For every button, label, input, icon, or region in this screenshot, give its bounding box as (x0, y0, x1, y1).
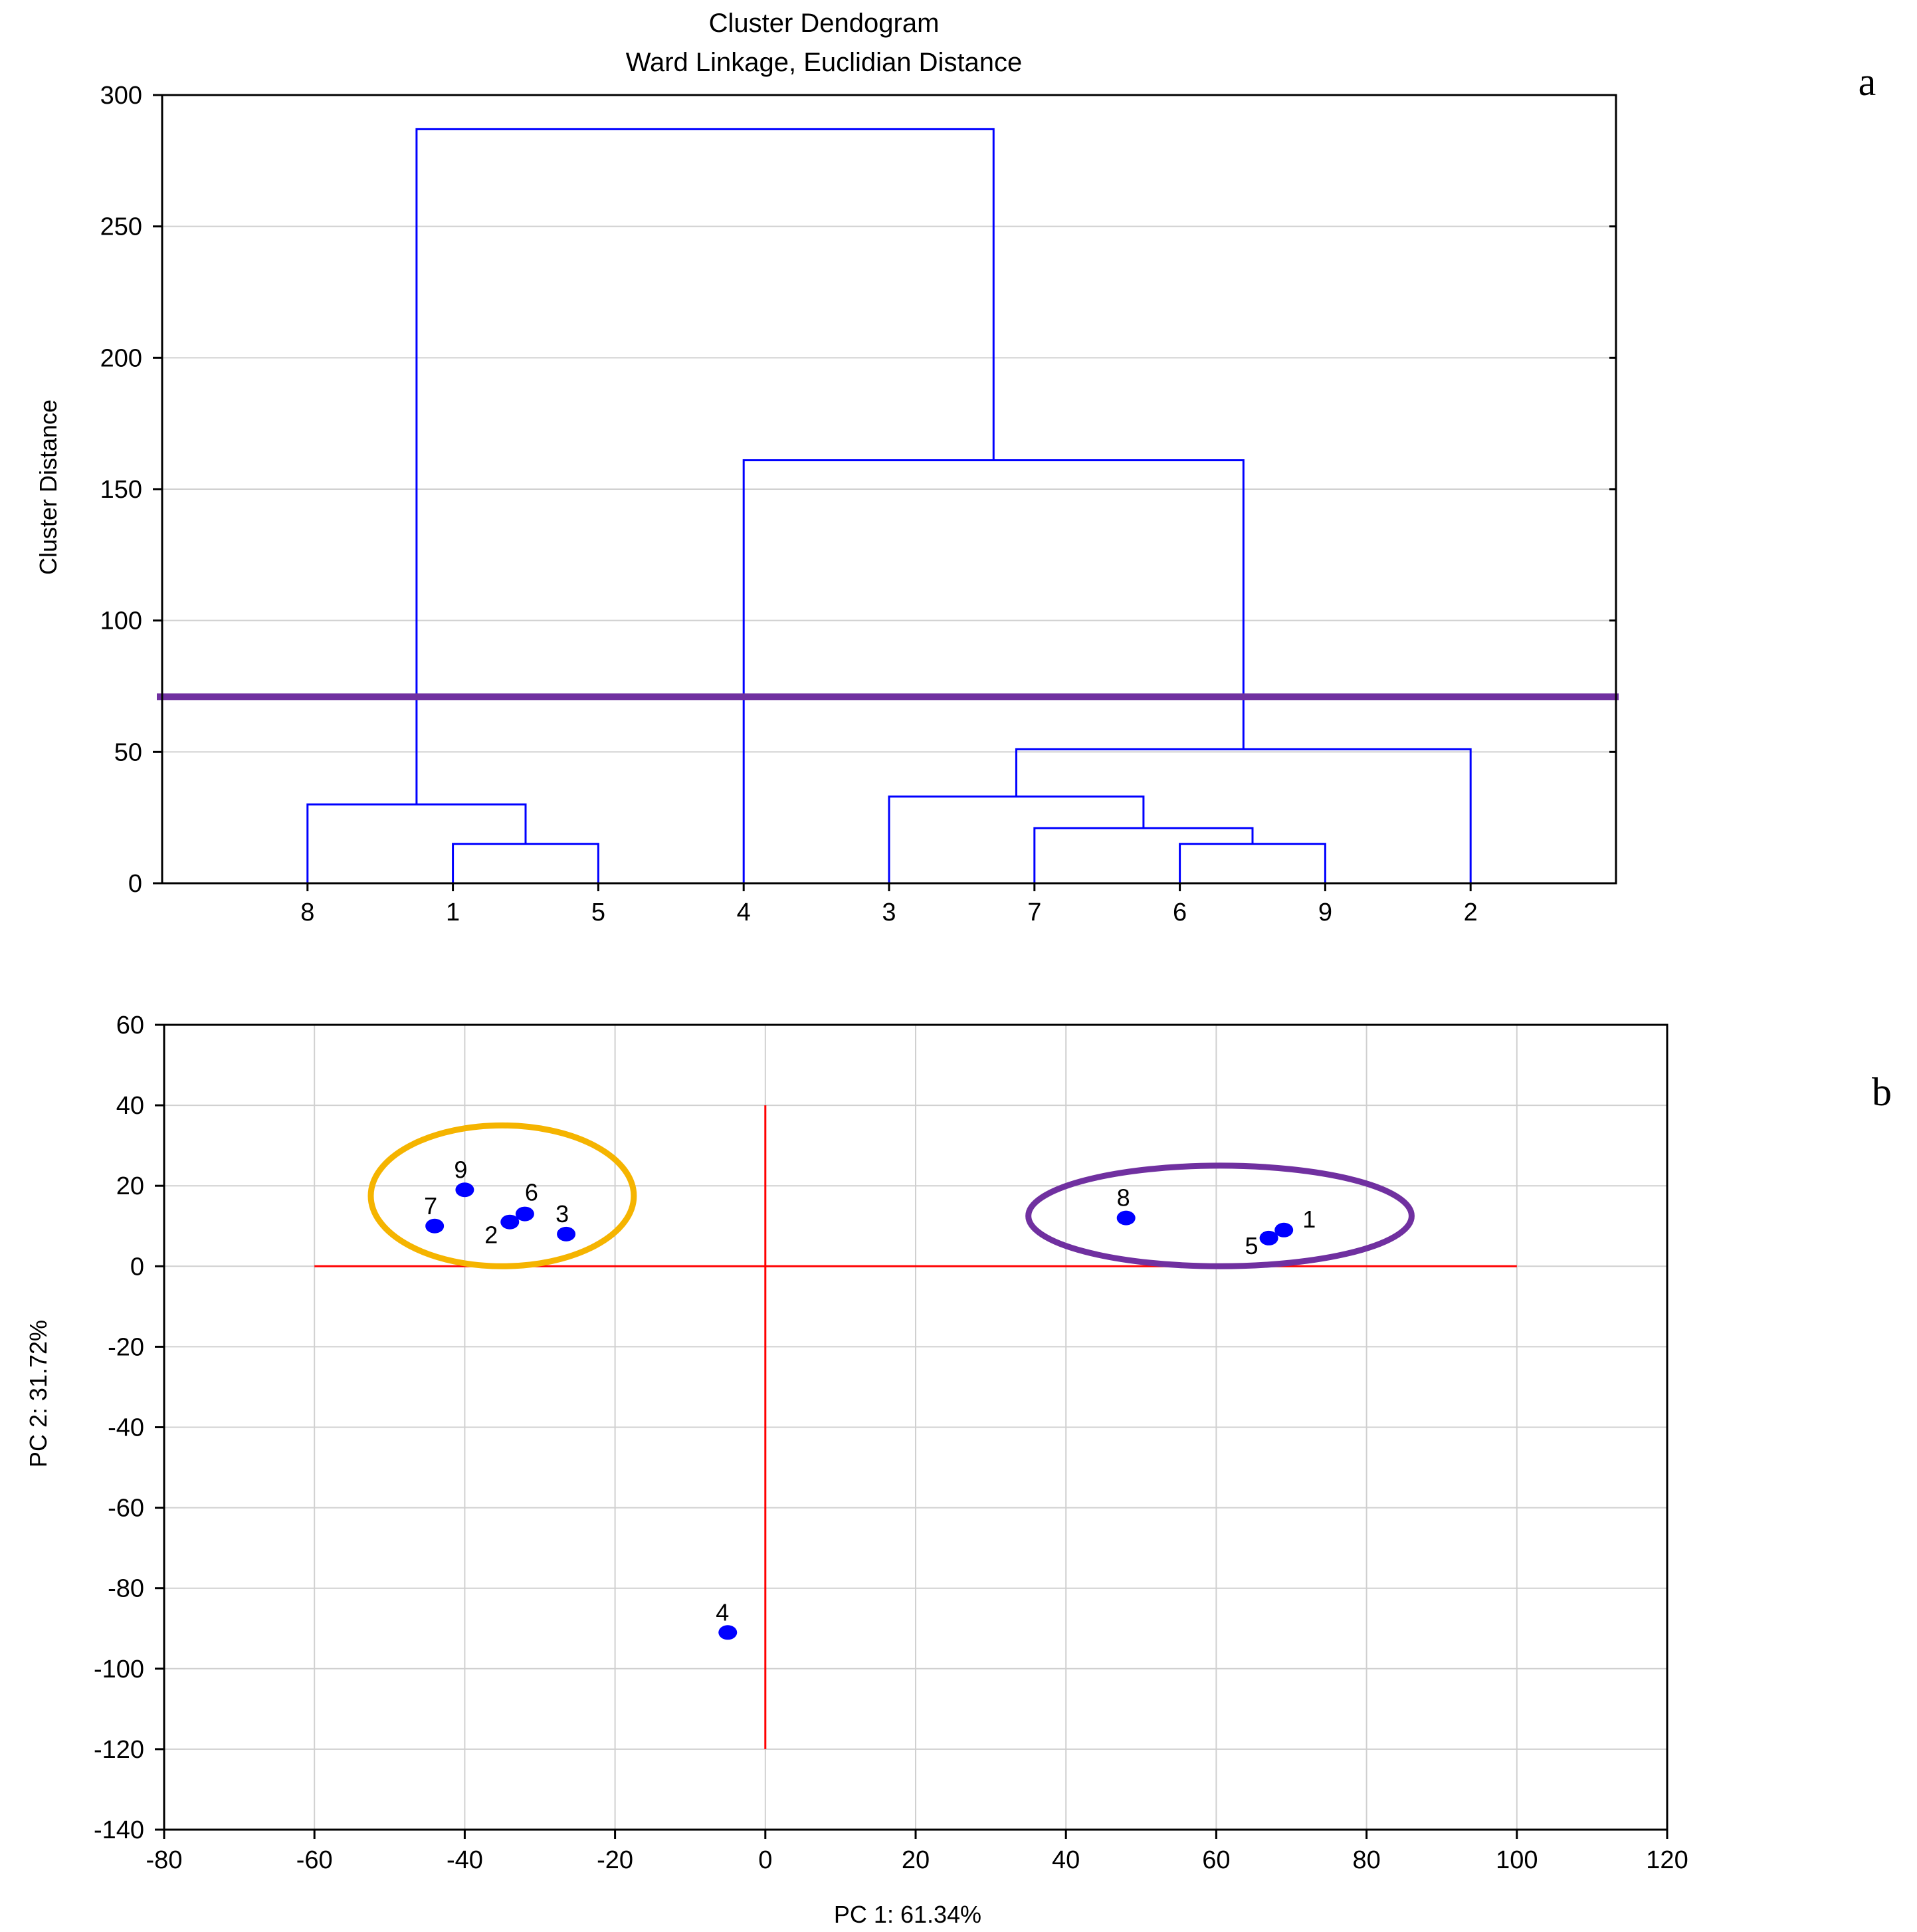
pca-point-label: 4 (716, 1598, 729, 1626)
pca-y-tick-label: 40 (116, 1092, 144, 1120)
pca-point (1116, 1210, 1136, 1226)
dendrogram-y-tick-label: 100 (100, 607, 142, 635)
pca-point-label: 2 (484, 1222, 498, 1249)
dendrogram-link (1033, 827, 1254, 883)
pca-cluster-ellipse (1025, 1162, 1415, 1269)
pca-y-tick-label: 0 (130, 1253, 144, 1281)
pca-y-tick-label: -60 (108, 1495, 144, 1523)
dendrogram-plot-frame (161, 94, 1617, 885)
dendrogram-panel: Cluster Dendogram Ward Linkage, Euclidia… (35, 9, 1876, 926)
pca-point (425, 1218, 445, 1234)
dendrogram-leaf-label: 9 (1318, 899, 1332, 926)
pca-x-tick-label: 120 (1646, 1846, 1688, 1874)
pca-cluster-ellipses (367, 1122, 1415, 1269)
pca-y-tick-label: -20 (108, 1333, 144, 1361)
pca-x-tick-label: -80 (146, 1846, 183, 1874)
pca-point (1259, 1230, 1278, 1245)
dendrogram-link (742, 459, 1245, 883)
pca-x-axis-label: PC 1: 61.34% (834, 1901, 981, 1928)
pca-point (515, 1206, 534, 1222)
dendrogram-leaf-label: 5 (591, 899, 605, 926)
pca-gridlines (164, 1025, 1667, 1830)
dendrogram-leaf-label: 3 (882, 899, 896, 926)
pca-y-axis-label: PC 2: 31.72% (25, 1320, 52, 1467)
pca-y-tick-label: -100 (94, 1656, 144, 1683)
dendrogram-link (415, 128, 995, 805)
pca-point-label: 8 (1117, 1184, 1130, 1212)
dendrogram-leaf-label: 2 (1464, 899, 1478, 926)
pca-x-tick-label: 100 (1496, 1846, 1538, 1874)
pca-cluster-ellipse (367, 1122, 637, 1269)
dendrogram-y-tick-label: 150 (100, 476, 142, 504)
dendrogram-link (1015, 748, 1472, 883)
dendrogram-link (452, 843, 599, 883)
pca-plot-frame (163, 1023, 1668, 1831)
panel-label-b: b (1872, 1070, 1892, 1114)
dendrogram-y-axis-label: Cluster Distance (35, 399, 62, 575)
dendrogram-y-tick-label: 0 (128, 870, 142, 898)
pca-x-tick-label: 60 (1202, 1846, 1230, 1874)
dendrogram-y-tick-label: 250 (100, 213, 142, 241)
pca-point-label: 5 (1245, 1232, 1259, 1259)
dendrogram-leaf-labels: 8 1 5 4 3 7 6 9 2 (300, 883, 1478, 926)
pca-x-tick-label: 80 (1352, 1846, 1380, 1874)
pca-x-tick-label: -60 (296, 1846, 333, 1874)
pca-point-label: 7 (424, 1192, 437, 1220)
dendrogram-leaf-label: 4 (737, 899, 751, 926)
pca-scatter-panel: b PC 1: 61.34% PC 2: 31.72% -80 -60 -40 -20… (25, 1012, 1892, 1928)
dendrogram-leaf-label: 1 (446, 899, 460, 926)
pca-point-label: 9 (454, 1156, 467, 1183)
dendrogram-leaf-label: 7 (1027, 899, 1041, 926)
dendrogram-y-tick-label: 200 (100, 344, 142, 372)
pca-y-ticks: -140 -120 -100 -80 -60 -40 -20 0 20 40 60 (94, 1012, 164, 1844)
pca-y-tick-label: -80 (108, 1575, 144, 1603)
pca-x-tick-label: -20 (597, 1846, 633, 1874)
pca-points: 1 2 3 4 5 6 7 8 9 (424, 1156, 1316, 1640)
panel-label-a: a (1859, 60, 1876, 104)
pca-y-tick-label: -140 (94, 1816, 144, 1844)
pca-point-label: 6 (525, 1179, 538, 1206)
pca-point (1274, 1222, 1294, 1237)
dendrogram-links (306, 128, 1472, 883)
pca-point (718, 1625, 738, 1640)
dendrogram-link (888, 796, 1145, 883)
pca-point-label: 1 (1302, 1206, 1316, 1233)
pca-x-tick-label: 20 (902, 1846, 930, 1874)
dendrogram-title: Cluster Dendogram (709, 9, 940, 38)
dendrogram-y-tick-label: 50 (114, 738, 142, 766)
pca-y-tick-label: 60 (116, 1012, 144, 1039)
pca-point (455, 1182, 474, 1198)
pca-x-tick-label: 40 (1052, 1846, 1080, 1874)
pca-point (557, 1226, 576, 1241)
pca-x-tick-label: 0 (758, 1846, 772, 1874)
dendrogram-link (1179, 843, 1326, 883)
pca-x-tick-label: -40 (447, 1846, 483, 1874)
pca-y-tick-label: -120 (94, 1736, 144, 1764)
pca-y-tick-label: 20 (116, 1172, 144, 1200)
pca-y-tick-label: -40 (108, 1414, 144, 1442)
dendrogram-leaf-label: 6 (1173, 899, 1187, 926)
dendrogram-leaf-label: 8 (300, 899, 314, 926)
pca-point-label: 3 (555, 1200, 569, 1228)
dendrogram-y-ticks: 0 50 100 150 200 250 300 (100, 82, 1616, 898)
pca-x-ticks: -80 -60 -40 -20 0 20 40 60 80 100 120 (146, 1830, 1688, 1874)
dendrogram-subtitle: Ward Linkage, Euclidian Distance (626, 48, 1023, 77)
dendrogram-y-tick-label: 300 (100, 82, 142, 110)
pca-point (500, 1214, 520, 1230)
dendrogram-gridlines (162, 225, 1616, 753)
